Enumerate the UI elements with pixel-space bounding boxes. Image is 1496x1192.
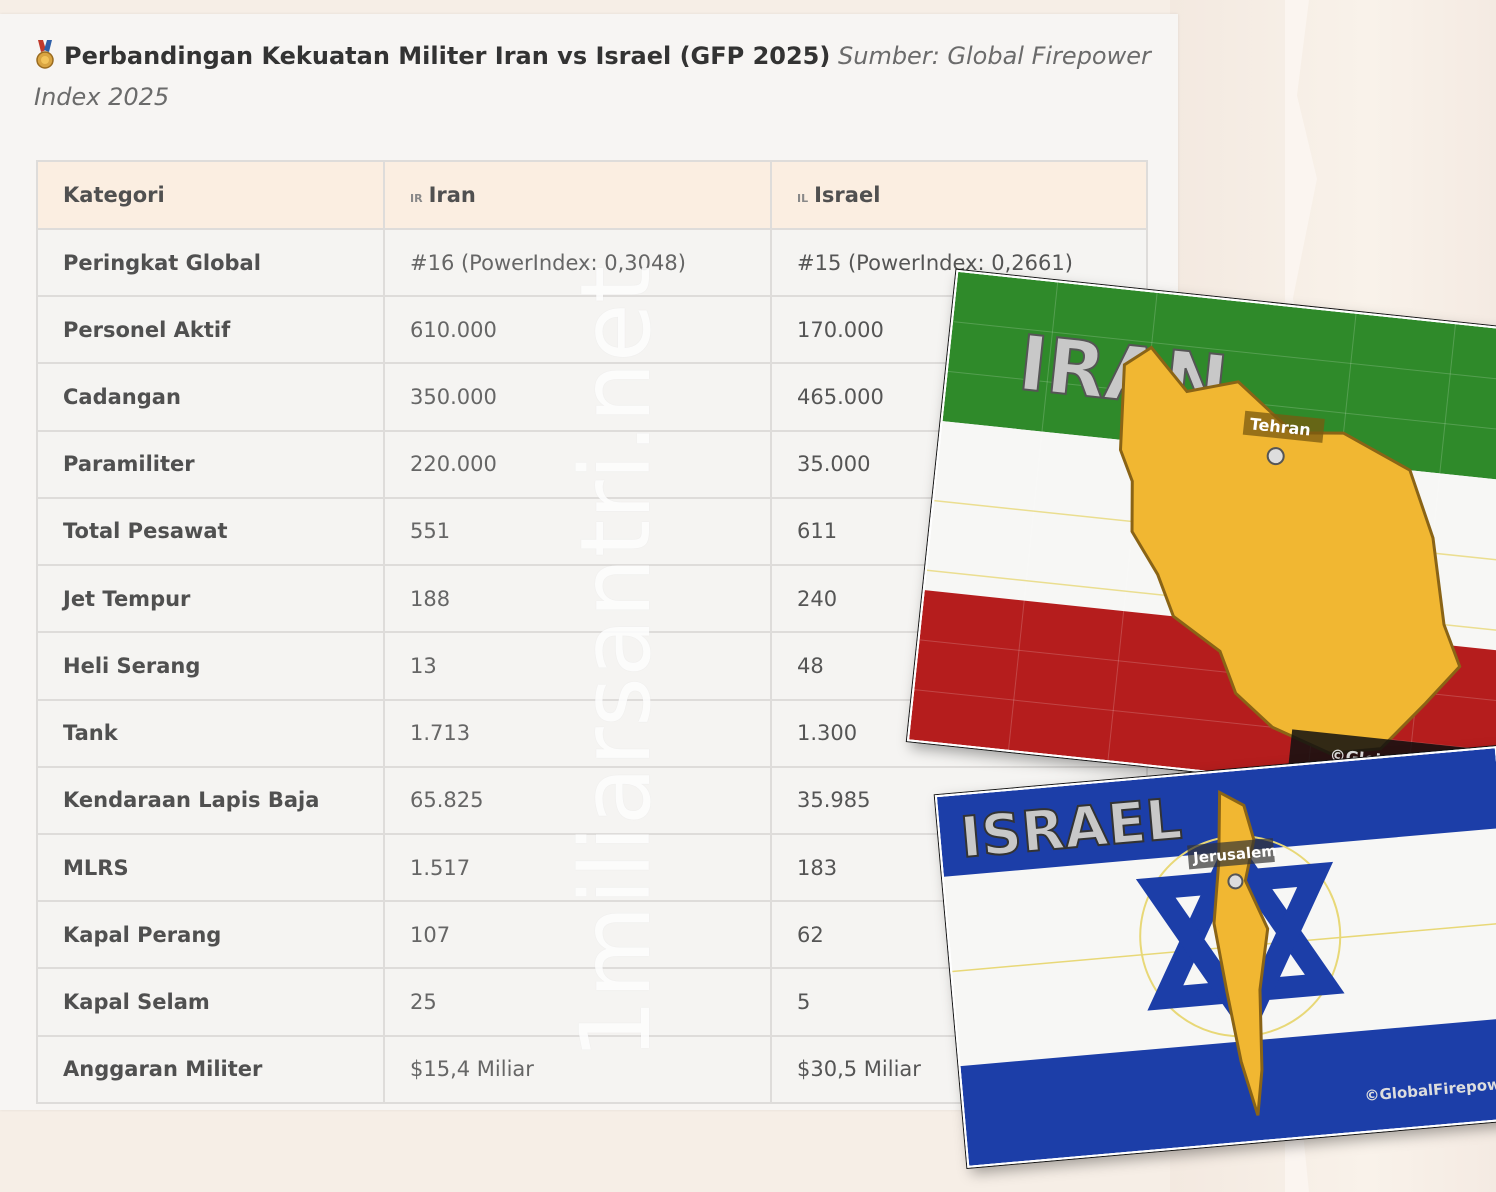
- title-text: Perbandingan Kekuatan Militer Iran vs Is…: [64, 42, 831, 70]
- row-category: Tank: [36, 698, 385, 768]
- israel-flag-icon: IL: [797, 192, 809, 205]
- row-category: Kapal Perang: [36, 900, 385, 970]
- table-header-row: Kategori IR Iran IL Israel: [36, 160, 1148, 230]
- row-category: Cadangan: [36, 362, 385, 432]
- iran-value: 220.000: [383, 429, 772, 499]
- iran-value: 13: [383, 631, 772, 701]
- row-category: Personel Aktif: [36, 295, 385, 365]
- iran-value: 350.000: [383, 362, 772, 432]
- watermark-text: 1miliarsantri.net: [560, 265, 672, 1060]
- iran-value: 1.713: [383, 698, 772, 768]
- row-category: MLRS: [36, 832, 385, 903]
- row-category: Kapal Selam: [36, 967, 385, 1037]
- israel-map-image: ISRAEL Jerusalem ©GlobalFirepower: [934, 746, 1496, 1168]
- source-text: Sumber: Global Firepower Index 2025: [34, 42, 1151, 111]
- column-header-israel: IL Israel: [770, 160, 1148, 230]
- iran-value: #16 (PowerIndex: 0,3048): [383, 227, 772, 298]
- medal-icon: [36, 40, 54, 69]
- column-header-category: Kategori: [36, 160, 385, 230]
- column-header-iran: IR Iran: [383, 160, 772, 230]
- iran-value: 107: [383, 900, 772, 970]
- iran-value: 610.000: [383, 295, 772, 365]
- row-category: Jet Tempur: [36, 564, 385, 634]
- row-category: Total Pesawat: [36, 496, 385, 567]
- iran-flag-icon: IR: [410, 192, 423, 205]
- iran-value: 188: [383, 564, 772, 634]
- iran-value: 65.825: [383, 765, 772, 835]
- table-row: Peringkat Global #16 (PowerIndex: 0,3048)…: [36, 227, 1148, 298]
- iran-value: $15,4 Miliar: [383, 1034, 772, 1105]
- iran-value: 1.517: [383, 832, 772, 903]
- table-row: Cadangan 350.000 465.000: [36, 362, 1148, 432]
- row-category: Heli Serang: [36, 631, 385, 701]
- iran-value: 25: [383, 967, 772, 1037]
- row-category: Paramiliter: [36, 429, 385, 499]
- iran-map-image: IRAN Tehran ©GlobalFirepower: [906, 269, 1496, 805]
- row-category: Kendaraan Lapis Baja: [36, 765, 385, 835]
- row-category: Peringkat Global: [36, 227, 385, 298]
- iran-value: 551: [383, 496, 772, 567]
- row-category: Anggaran Militer: [36, 1034, 385, 1105]
- page-title: Perbandingan Kekuatan Militer Iran vs Is…: [34, 36, 1154, 118]
